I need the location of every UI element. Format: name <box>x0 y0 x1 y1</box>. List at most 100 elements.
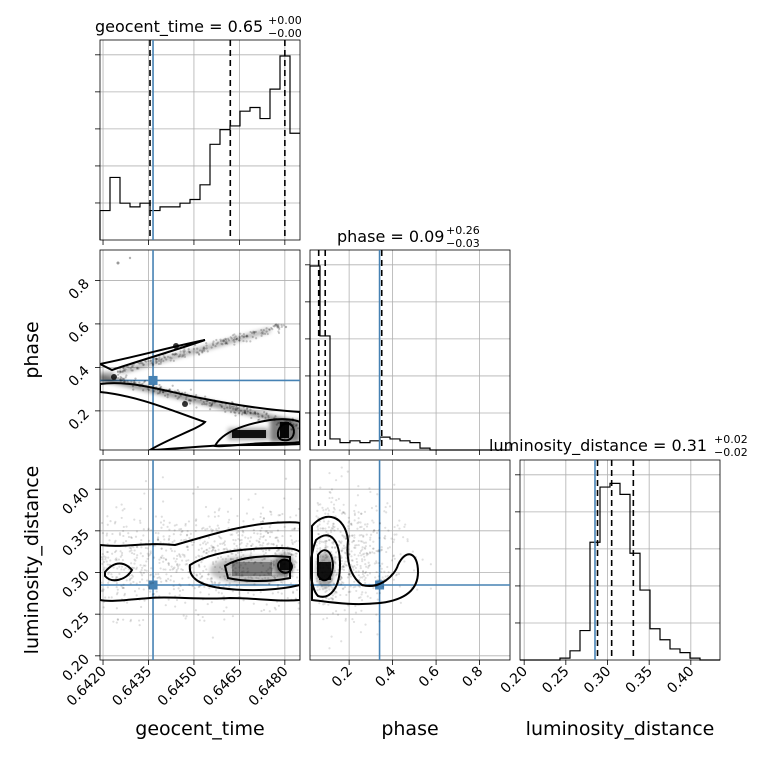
scatter-point <box>367 561 370 564</box>
scatter-point <box>255 337 258 340</box>
scatter-point <box>292 553 295 556</box>
scatter-point <box>340 576 343 579</box>
scatter-point <box>347 516 350 519</box>
scatter-point <box>231 533 234 536</box>
scatter-point <box>361 560 364 563</box>
scatter-point <box>253 411 256 414</box>
scatter-point <box>331 541 334 544</box>
scatter-point <box>122 377 125 380</box>
scatter-point <box>360 593 363 596</box>
scatter-point <box>189 399 192 402</box>
scatter-point <box>238 592 241 595</box>
scatter-point <box>357 543 360 547</box>
scatter-point <box>118 533 122 536</box>
scatter-point <box>230 337 233 340</box>
scatter-point <box>235 338 238 341</box>
scatter-point <box>273 325 276 328</box>
scatter-point <box>210 576 213 580</box>
scatter-point <box>141 578 144 581</box>
scatter-point <box>261 520 265 523</box>
scatter-point <box>386 565 389 569</box>
scatter-point <box>139 552 142 555</box>
scatter-point <box>361 576 364 579</box>
scatter-point <box>252 602 255 605</box>
scatter-point <box>187 399 191 402</box>
scatter-point <box>375 561 378 565</box>
scatter-point <box>253 332 256 335</box>
scatter-point <box>328 490 331 494</box>
scatter-point <box>359 564 362 568</box>
scatter-point <box>207 550 210 553</box>
scatter-point <box>172 359 175 362</box>
scatter-point <box>227 337 230 340</box>
scatter-point <box>118 572 121 575</box>
scatter-point <box>378 521 382 525</box>
scatter-point <box>252 518 255 521</box>
scatter-point <box>205 400 208 403</box>
scatter-point <box>290 423 294 427</box>
scatter-point <box>123 594 126 597</box>
scatter-point <box>380 546 383 549</box>
scatter-point <box>412 569 416 572</box>
scatter-point <box>249 412 252 415</box>
scatter-point <box>150 361 153 365</box>
scatter-point <box>240 550 243 554</box>
scatter-point <box>144 385 147 388</box>
scatter-point <box>381 576 384 579</box>
scatter-point <box>236 551 240 554</box>
scatter-point <box>251 335 254 339</box>
scatter-point <box>199 398 202 401</box>
scatter-point <box>127 366 130 369</box>
scatter-point <box>333 592 336 595</box>
scatter-point <box>194 398 197 401</box>
panel-luminosity-distance-hist <box>515 459 721 665</box>
scatter-point <box>178 589 182 592</box>
scatter-point <box>181 577 184 580</box>
scatter-point <box>254 492 257 496</box>
scatter-point <box>186 548 190 551</box>
scatter-point <box>214 549 217 553</box>
scatter-point <box>231 334 234 337</box>
scatter-point <box>274 536 277 540</box>
scatter-point <box>106 563 109 566</box>
scatter-point <box>171 353 174 356</box>
scatter-point <box>210 528 213 531</box>
scatter-point <box>276 536 279 539</box>
scatter-point <box>145 360 148 363</box>
scatter-point <box>292 423 295 426</box>
scatter-point <box>185 395 188 398</box>
scatter-point <box>136 367 139 370</box>
scatter-point <box>109 559 112 562</box>
ylabel-luminosity-distance: luminosity_distance <box>21 466 43 655</box>
scatter-point <box>142 528 145 531</box>
scatter-point <box>183 349 186 353</box>
scatter-point <box>121 509 124 512</box>
scatter-point <box>366 574 369 577</box>
scatter-point <box>162 359 165 363</box>
scatter-point <box>114 539 117 543</box>
scatter-point <box>115 506 118 509</box>
scatter-point <box>238 335 241 338</box>
scatter-point <box>144 546 147 550</box>
scatter-point <box>259 544 262 547</box>
scatter-point <box>335 556 338 559</box>
panel-frame <box>519 459 721 661</box>
scatter-point <box>342 587 345 590</box>
scatter-point <box>343 547 346 550</box>
scatter-point <box>267 416 270 419</box>
scatter-point <box>346 470 349 473</box>
scatter-point <box>296 568 299 572</box>
scatter-point <box>392 555 395 558</box>
scatter-point <box>363 541 366 544</box>
scatter-point <box>130 551 134 555</box>
scatter-point <box>210 346 213 349</box>
scatter-point <box>373 529 376 532</box>
title-luminosity-distance-main: luminosity_distance = 0.31 <box>489 436 707 456</box>
scatter-point <box>261 544 264 547</box>
scatter-point <box>176 563 179 567</box>
scatter-point <box>353 513 356 517</box>
scatter-point <box>359 540 363 543</box>
scatter-point <box>347 573 350 576</box>
scatter-point <box>330 546 334 549</box>
scatter-point <box>295 539 298 543</box>
